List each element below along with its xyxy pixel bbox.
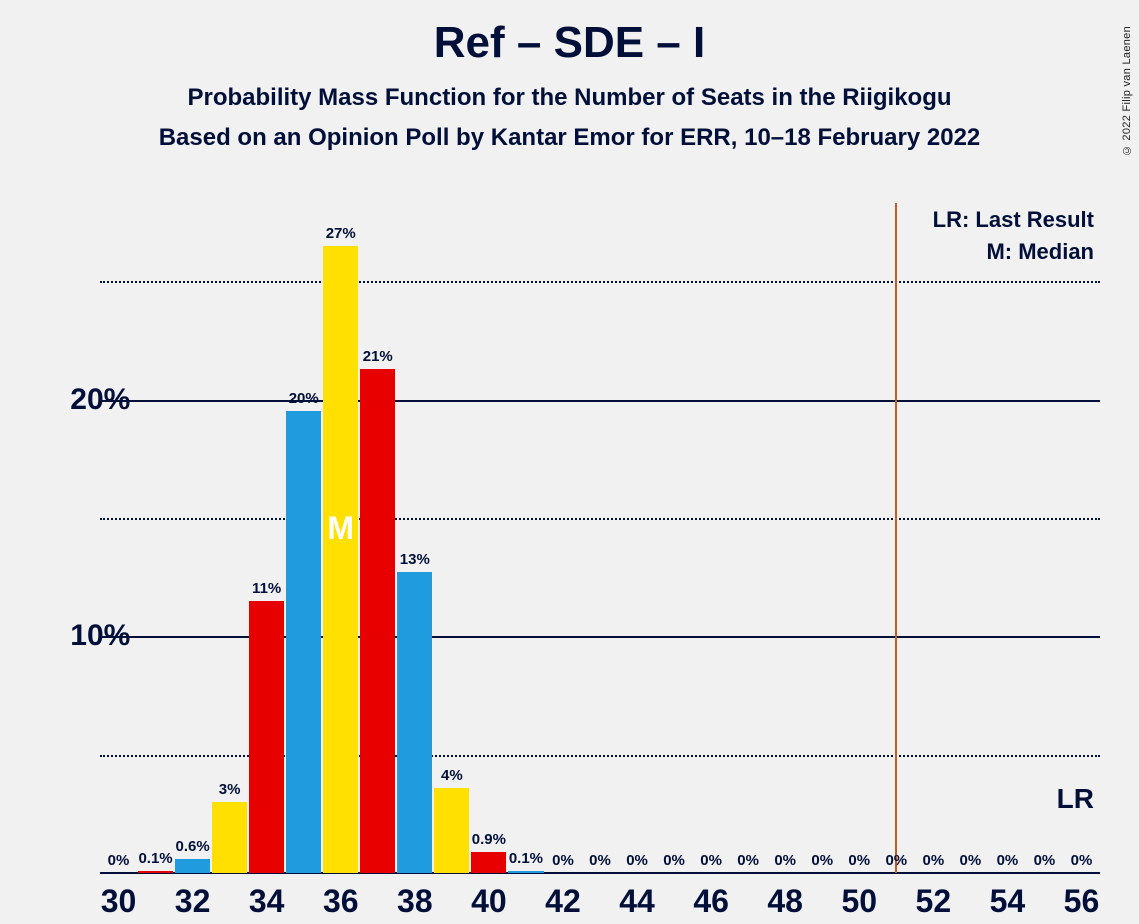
bar (508, 871, 543, 873)
lr-label: LR (1057, 783, 1094, 815)
bar-value-label: 0% (626, 852, 648, 869)
bar (249, 601, 284, 873)
x-tick-label: 32 (175, 883, 211, 920)
x-tick-label: 52 (916, 883, 952, 920)
x-tick-label: 44 (619, 883, 655, 920)
bar (434, 788, 469, 873)
bar-value-label: 0% (1034, 852, 1056, 869)
bar-value-label: 20% (289, 390, 319, 407)
bar (286, 411, 321, 873)
x-tick-label: 30 (101, 883, 137, 920)
chart-title: Ref – SDE – I (0, 18, 1139, 68)
bar-value-label: 0% (737, 852, 759, 869)
chart-subtitle-2: Based on an Opinion Poll by Kantar Emor … (0, 124, 1139, 152)
x-tick-label: 46 (693, 883, 729, 920)
bar (360, 369, 395, 873)
bar-value-label: 0.1% (138, 850, 172, 867)
plot-area: 0%0.1%0.6%3%11%20%27%21%13%4%0.9%0.1%0%0… (100, 203, 1100, 873)
bar-value-label: 0% (1071, 852, 1093, 869)
bars-container: 0%0.1%0.6%3%11%20%27%21%13%4%0.9%0.1%0%0… (100, 203, 1100, 873)
bar-value-label: 0% (552, 852, 574, 869)
x-tick-label: 42 (545, 883, 581, 920)
x-tick-label: 34 (249, 883, 285, 920)
bar-value-label: 27% (326, 225, 356, 242)
x-axis-labels: 30 32 34 36 38 40 42 44 46 48 50 52 54 56 (100, 883, 1100, 924)
bar-value-label: 0% (997, 852, 1019, 869)
bar (212, 802, 247, 873)
bar-value-label: 0% (774, 852, 796, 869)
bar-value-label: 0% (885, 852, 907, 869)
x-tick-label: 48 (767, 883, 803, 920)
bar-value-label: 0.1% (509, 850, 543, 867)
copyright-text: © 2022 Filip van Laenen (1121, 26, 1133, 156)
bar (138, 871, 173, 873)
bar-value-label: 0% (960, 852, 982, 869)
x-tick-label: 54 (990, 883, 1026, 920)
bar (175, 859, 210, 873)
x-tick-label: 36 (323, 883, 359, 920)
bar-value-label: 0% (811, 852, 833, 869)
bar (397, 572, 432, 873)
x-tick-label: 40 (471, 883, 507, 920)
bar-value-label: 0% (848, 852, 870, 869)
legend-lr: LR: Last Result (933, 207, 1094, 233)
median-marker: M (327, 510, 354, 547)
bar-value-label: 21% (363, 348, 393, 365)
x-tick-label: 38 (397, 883, 433, 920)
bar-value-label: 0% (663, 852, 685, 869)
bar-value-label: 0% (700, 852, 722, 869)
x-tick-label: 50 (841, 883, 877, 920)
bar-value-label: 0% (108, 852, 130, 869)
bar (323, 246, 358, 873)
chart-subtitle-1: Probability Mass Function for the Number… (0, 84, 1139, 112)
y-tick-label: 20% (70, 383, 97, 417)
legend-median: M: Median (986, 239, 1094, 265)
bar-value-label: 3% (219, 781, 241, 798)
bar-value-label: 0.6% (175, 838, 209, 855)
bar (471, 852, 506, 873)
bar-value-label: 11% (252, 580, 281, 597)
bar-value-label: 0.9% (472, 831, 506, 848)
bar-value-label: 0% (922, 852, 944, 869)
bar-value-label: 0% (589, 852, 611, 869)
bar-value-label: 13% (400, 551, 430, 568)
y-tick-label: 10% (70, 619, 97, 653)
x-tick-label: 56 (1064, 883, 1100, 920)
bar-value-label: 4% (441, 767, 463, 784)
